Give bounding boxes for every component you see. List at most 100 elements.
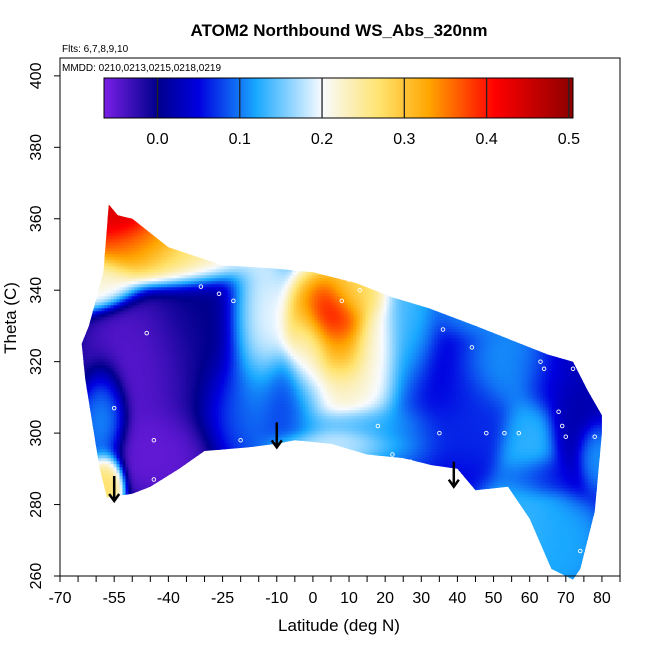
- heatmap-cell: [185, 239, 190, 243]
- heatmap-cell: [341, 266, 346, 270]
- heatmap-cell: [218, 206, 223, 210]
- heatmap-cell: [92, 212, 97, 216]
- heatmap-cell: [320, 239, 325, 243]
- heatmap-cell: [341, 236, 346, 240]
- heatmap-cell: [530, 221, 535, 225]
- heatmap-cell: [95, 236, 100, 240]
- heatmap-cell: [185, 248, 190, 252]
- heatmap-cell: [275, 257, 280, 261]
- heatmap-cell: [356, 221, 361, 225]
- heatmap-cell: [83, 263, 88, 267]
- heatmap-cell: [155, 230, 160, 234]
- heatmap-cell: [599, 209, 602, 213]
- heatmap-cell: [285, 200, 289, 204]
- heatmap-cell: [419, 269, 424, 273]
- heatmap-cell: [506, 257, 511, 261]
- heatmap-cell: [137, 212, 142, 216]
- heatmap-cell: [122, 248, 127, 252]
- heatmap-cell: [419, 248, 424, 252]
- heatmap-cell: [407, 266, 412, 270]
- heatmap-cell: [548, 230, 553, 234]
- heatmap-cell: [197, 209, 202, 213]
- heatmap-cell: [593, 245, 598, 249]
- heatmap-cell: [92, 236, 97, 240]
- heatmap-cell: [437, 245, 442, 249]
- heatmap-cell: [248, 230, 253, 234]
- heatmap-cell: [134, 263, 139, 267]
- heatmap-cell: [120, 197, 124, 201]
- heatmap-cell: [368, 266, 373, 270]
- heatmap-cell: [539, 218, 544, 222]
- heatmap-cell: [260, 254, 265, 258]
- heatmap-cell: [362, 260, 367, 264]
- heatmap-cell: [110, 221, 115, 225]
- heatmap-cell: [113, 227, 118, 231]
- heatmap-cell: [404, 242, 409, 246]
- heatmap-cell: [596, 204, 601, 207]
- heatmap-cell: [225, 200, 229, 204]
- heatmap-cell: [377, 257, 382, 261]
- heatmap-cell: [485, 260, 490, 264]
- heatmap-cell: [419, 204, 424, 207]
- heatmap-cell: [530, 242, 535, 246]
- heatmap-cell: [227, 221, 232, 225]
- heatmap-cell: [443, 239, 448, 243]
- heatmap-cell: [191, 248, 196, 252]
- heatmap-cell: [257, 248, 262, 252]
- heatmap-cell: [539, 206, 544, 210]
- heatmap-cell: [323, 236, 328, 240]
- heatmap-cell: [593, 269, 598, 273]
- heatmap-cell: [591, 200, 595, 204]
- heatmap-cell: [254, 230, 259, 234]
- heatmap-cell: [485, 209, 490, 213]
- heatmap-cell: [329, 257, 334, 261]
- heatmap-cell: [273, 197, 277, 201]
- heatmap-cell: [209, 218, 214, 222]
- heatmap-cell: [539, 227, 544, 231]
- heatmap-cell: [554, 230, 559, 234]
- heatmap-cell: [590, 251, 595, 255]
- heatmap-cell: [182, 269, 187, 273]
- heatmap-cell: [182, 260, 187, 264]
- heatmap-cell: [359, 212, 364, 216]
- heatmap-cell: [110, 263, 115, 267]
- heatmap-cell: [578, 227, 583, 231]
- heatmap-cell: [122, 272, 127, 276]
- heatmap-cell: [527, 212, 532, 216]
- heatmap-cell: [344, 242, 349, 246]
- heatmap-cell: [431, 209, 436, 213]
- heatmap-cell: [395, 218, 400, 222]
- heatmap-cell: [603, 209, 607, 213]
- heatmap-cell: [584, 260, 589, 264]
- heatmap-cell: [122, 269, 127, 273]
- heatmap-cell: [452, 245, 457, 249]
- heatmap-cell: [227, 230, 232, 234]
- heatmap-cell: [392, 215, 397, 219]
- heatmap-cell: [356, 251, 361, 255]
- heatmap-cell: [506, 266, 511, 270]
- heatmap-cell: [83, 206, 88, 210]
- heatmap-cell: [225, 197, 229, 201]
- heatmap-cell: [152, 245, 157, 249]
- heatmap-cell: [194, 233, 199, 237]
- heatmap-cell: [494, 245, 499, 249]
- heatmap-cell: [272, 272, 277, 276]
- heatmap-cell: [176, 212, 181, 216]
- heatmap-cell: [299, 266, 304, 270]
- heatmap-cell: [233, 245, 238, 249]
- heatmap-cell: [185, 218, 190, 222]
- heatmap-cell: [413, 233, 418, 237]
- heatmap-cell: [440, 206, 445, 210]
- heatmap-cell: [440, 239, 445, 243]
- heatmap-cell: [512, 269, 517, 273]
- heatmap-cell: [554, 233, 559, 237]
- heatmap-cell: [179, 227, 184, 231]
- heatmap-cell: [398, 206, 403, 210]
- heatmap-cell: [218, 204, 223, 207]
- heatmap-cell: [368, 257, 373, 261]
- heatmap-cell: [446, 206, 451, 210]
- heatmap-cell: [572, 212, 577, 216]
- heatmap-cell: [522, 197, 526, 201]
- heatmap-cell: [215, 257, 220, 261]
- heatmap-cell: [350, 254, 355, 258]
